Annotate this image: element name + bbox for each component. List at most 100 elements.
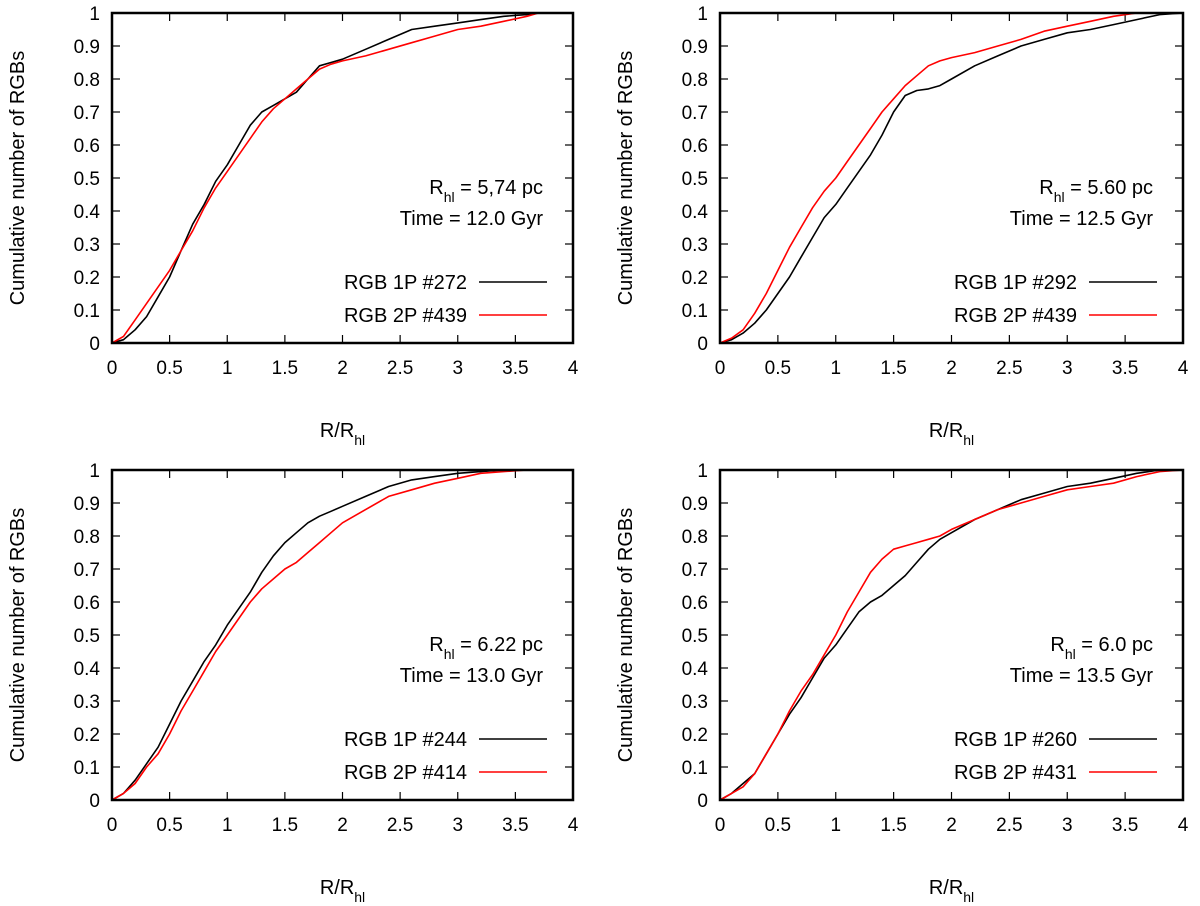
y-tick-label: 1 bbox=[89, 461, 100, 482]
x-tick-label: 0 bbox=[107, 358, 118, 379]
legend-label-1p: RGB 1P #272 bbox=[344, 272, 467, 294]
x-tick-label: 3 bbox=[1062, 358, 1073, 379]
x-tick-label: 2 bbox=[337, 358, 348, 379]
rhl-annotation: Rhl = 6.0 pc bbox=[1050, 634, 1153, 662]
x-tick-label: 2.5 bbox=[387, 815, 413, 836]
legend-label-2p: RGB 2P #431 bbox=[954, 762, 1077, 784]
rhl-annotation: Rhl = 5,74 pc bbox=[429, 177, 543, 205]
x-tick-label: 3.5 bbox=[1112, 815, 1138, 836]
y-tick-label: 0.2 bbox=[682, 725, 708, 746]
series-line-1p bbox=[111, 469, 573, 801]
legend-label-2p: RGB 2P #439 bbox=[954, 305, 1077, 327]
time-annotation: Time = 12.5 Gyr bbox=[1010, 208, 1154, 230]
y-tick-label: 0.5 bbox=[74, 626, 100, 647]
x-tick-label: 4 bbox=[1178, 358, 1189, 379]
y-tick-label: 0 bbox=[697, 791, 708, 812]
y-tick-label: 0.7 bbox=[682, 103, 708, 124]
y-tick-label: 0.8 bbox=[682, 70, 708, 91]
x-tick-label: 1.5 bbox=[272, 815, 298, 836]
x-tick-label: 0.5 bbox=[156, 815, 182, 836]
y-tick-label: 0.4 bbox=[74, 202, 101, 223]
y-tick-label: 0.3 bbox=[74, 692, 100, 713]
y-tick-label: 0.1 bbox=[682, 758, 708, 779]
x-tick-label: 2.5 bbox=[996, 358, 1022, 379]
x-tick-label: 3.5 bbox=[502, 358, 528, 379]
x-tick-label: 2 bbox=[337, 815, 348, 836]
x-tick-label: 3.5 bbox=[1112, 358, 1138, 379]
y-tick-label: 0.2 bbox=[74, 268, 100, 289]
y-tick-label: 1 bbox=[697, 461, 708, 482]
panel-bottom-right: 0 0.5 1 1.5 2 2.5 3 3.5 4 0 0.1 0.2 0.3 0.4 0.5 0.6 0.7 0… bbox=[615, 461, 1189, 905]
series-line-2p bbox=[719, 12, 1183, 344]
x-axis-label: R/Rhl bbox=[929, 877, 974, 905]
x-tick-label: 2.5 bbox=[387, 358, 413, 379]
series-line-1p bbox=[111, 12, 573, 344]
x-axis-label: R/Rhl bbox=[320, 877, 365, 905]
y-axis-label: Cumulative number of RGBs bbox=[615, 51, 637, 306]
x-tick-label: 3 bbox=[452, 358, 463, 379]
x-tick-label: 1 bbox=[830, 815, 841, 836]
y-tick-label: 1 bbox=[697, 4, 708, 25]
y-tick-label: 0.7 bbox=[74, 560, 100, 581]
x-tick-label: 2 bbox=[946, 358, 957, 379]
y-tick-label: 0.3 bbox=[682, 235, 708, 256]
y-axis-label: Cumulative number of RGBs bbox=[7, 508, 29, 763]
y-tick-label: 0.8 bbox=[74, 70, 100, 91]
x-tick-label: 1.5 bbox=[880, 358, 906, 379]
x-tick-label: 4 bbox=[1178, 815, 1189, 836]
x-tick-label: 0 bbox=[715, 358, 726, 379]
y-tick-label: 0.6 bbox=[74, 593, 100, 614]
y-tick-label: 0.9 bbox=[682, 37, 708, 58]
y-tick-label: 0.2 bbox=[682, 268, 708, 289]
x-tick-label: 1 bbox=[222, 815, 233, 836]
time-annotation: Time = 13.0 Gyr bbox=[400, 665, 544, 687]
legend-label-2p: RGB 2P #414 bbox=[344, 762, 467, 784]
plot-frame bbox=[718, 11, 1185, 345]
y-tick-label: 0.9 bbox=[682, 494, 708, 515]
y-tick-label: 0.8 bbox=[74, 527, 100, 548]
y-tick-label: 0 bbox=[89, 334, 100, 355]
legend-label-2p: RGB 2P #439 bbox=[344, 305, 467, 327]
panel-top-right: 0 0.5 1 1.5 2 2.5 3 3.5 4 0 0.1 0.2 0.3 0.4 0.5 0.6 0.7 0… bbox=[615, 4, 1189, 448]
series-line-2p bbox=[111, 12, 573, 344]
time-annotation: Time = 13.5 Gyr bbox=[1010, 665, 1154, 687]
x-tick-label: 1.5 bbox=[272, 358, 298, 379]
x-tick-label: 1.5 bbox=[880, 815, 906, 836]
y-tick-label: 0.8 bbox=[682, 527, 708, 548]
x-axis-label: R/Rhl bbox=[320, 420, 365, 448]
rhl-annotation: Rhl = 6.22 pc bbox=[429, 634, 543, 662]
legend-label-1p: RGB 1P #244 bbox=[344, 729, 467, 751]
y-tick-label: 0.5 bbox=[682, 169, 708, 190]
rhl-annotation: Rhl = 5.60 pc bbox=[1039, 177, 1153, 205]
y-tick-label: 0.9 bbox=[74, 37, 100, 58]
y-tick-label: 0.3 bbox=[682, 692, 708, 713]
y-tick-label: 0.4 bbox=[682, 202, 709, 223]
x-tick-label: 3 bbox=[452, 815, 463, 836]
x-tick-label: 4 bbox=[568, 358, 579, 379]
y-axis-label: Cumulative number of RGBs bbox=[615, 508, 637, 763]
y-tick-label: 0.2 bbox=[74, 725, 100, 746]
x-tick-label: 0 bbox=[107, 815, 118, 836]
x-tick-label: 1 bbox=[830, 358, 841, 379]
y-tick-label: 0.7 bbox=[682, 560, 708, 581]
x-axis-label: R/Rhl bbox=[929, 420, 974, 448]
y-tick-label: 0.1 bbox=[74, 758, 100, 779]
legend-label-1p: RGB 1P #292 bbox=[954, 272, 1077, 294]
y-tick-label: 0.9 bbox=[74, 494, 100, 515]
x-tick-label: 0.5 bbox=[765, 815, 791, 836]
plot-frame bbox=[718, 468, 1185, 802]
plot-frame bbox=[110, 468, 575, 802]
y-tick-label: 0.3 bbox=[74, 235, 100, 256]
panel-top-left: 0 0.5 1 1.5 2 2.5 3 3.5 4 0 0.1 0.2 0.3 0.4 0.5 0.6 0.7 0… bbox=[7, 4, 579, 448]
y-tick-label: 0.6 bbox=[682, 136, 708, 157]
y-axis-label: Cumulative number of RGBs bbox=[7, 51, 29, 306]
series-line-2p bbox=[111, 469, 573, 801]
x-tick-label: 4 bbox=[568, 815, 579, 836]
y-tick-label: 0.4 bbox=[74, 659, 101, 680]
y-tick-label: 0.6 bbox=[682, 593, 708, 614]
x-tick-label: 0.5 bbox=[156, 358, 182, 379]
y-tick-label: 0.6 bbox=[74, 136, 100, 157]
x-tick-label: 0.5 bbox=[765, 358, 791, 379]
time-annotation: Time = 12.0 Gyr bbox=[400, 208, 544, 230]
